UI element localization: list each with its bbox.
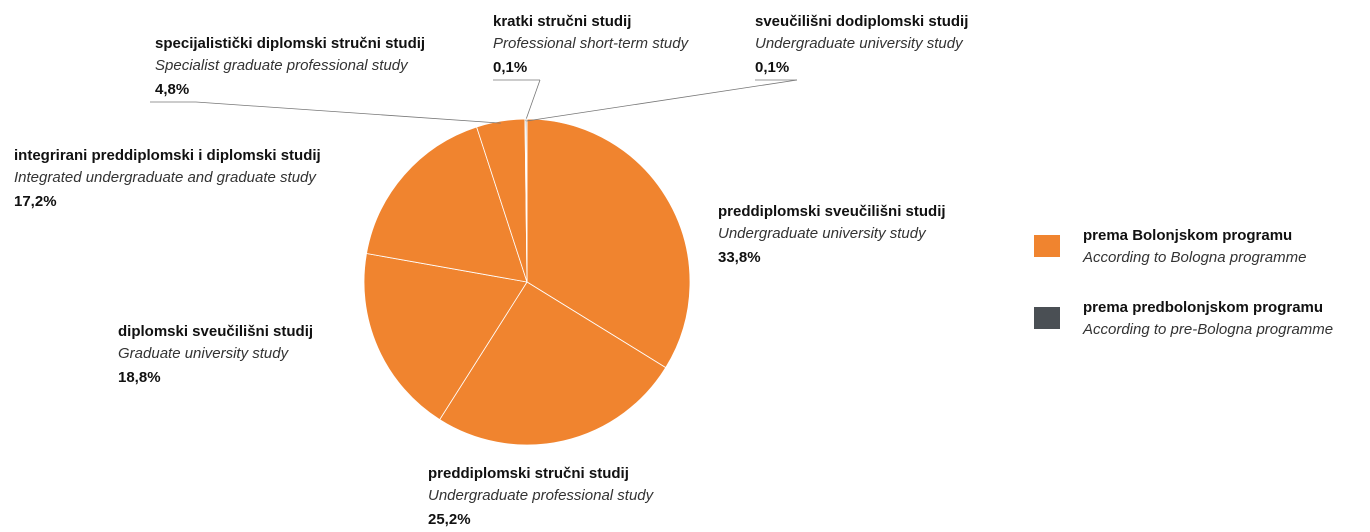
legend-label: prema predbolonjskom programu (1083, 299, 1323, 316)
slice-sublabel: Integrated undergraduate and graduate st… (14, 169, 317, 186)
slice-sublabel: Professional short-term study (493, 35, 690, 52)
legend-swatch (1034, 235, 1060, 257)
slice-value-label: 0,1% (493, 59, 527, 76)
legend-label: prema Bolonjskom programu (1083, 227, 1292, 244)
pie-slice (526, 118, 691, 369)
slice-sublabel: Specialist graduate professional study (155, 57, 409, 74)
pie-slice (525, 118, 528, 283)
slice-value-label: 4,8% (155, 81, 189, 98)
slice-label: integrirani preddiplomski i diplomski st… (14, 147, 321, 164)
legend-swatch (1034, 307, 1060, 329)
slice-label: preddiplomski stručni studij (428, 465, 629, 482)
slice-sublabel: Undergraduate professional study (428, 487, 655, 504)
legend-sublabel: According to pre-Bologna programme (1082, 321, 1333, 338)
slice-value-label: 18,8% (118, 369, 161, 386)
slice-label: diplomski sveučilišni studij (118, 323, 313, 340)
leader-line (526, 79, 798, 122)
slice-value-label: 33,8% (718, 249, 761, 266)
slice-label: specijalistički diplomski stručni studij (155, 35, 425, 52)
slice-value-label: 0,1% (755, 59, 789, 76)
legend-sublabel: According to Bologna programme (1082, 249, 1306, 266)
slice-sublabel: Graduate university study (118, 345, 290, 362)
pie-slice (366, 126, 528, 283)
slice-label: sveučilišni dodiplomski studij (755, 13, 968, 30)
slice-label: kratki stručni studij (493, 13, 631, 30)
slice-sublabel: Undergraduate university study (718, 225, 927, 242)
leader-line (525, 79, 541, 122)
slice-label: preddiplomski sveučilišni studij (718, 203, 946, 220)
pie-slice (363, 253, 528, 421)
slice-sublabel: Undergraduate university study (755, 35, 964, 52)
pie-slice (439, 281, 667, 446)
slice-value-label: 25,2% (428, 511, 471, 528)
leader-line (195, 101, 501, 124)
slice-value-label: 17,2% (14, 193, 57, 210)
